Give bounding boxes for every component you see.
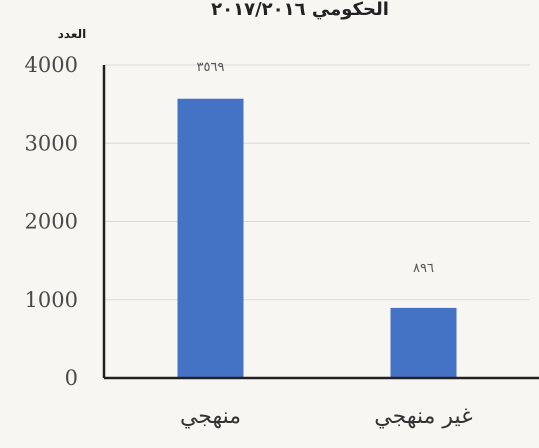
- y-tick-label: 4000: [25, 53, 78, 77]
- y-axis-label: العدد: [58, 27, 86, 41]
- x-axis-categories: منهجي غير منهجي: [180, 404, 473, 429]
- bar: [390, 307, 457, 378]
- axes: [102, 65, 539, 380]
- x-category-label: غير منهجي: [374, 404, 472, 429]
- data-label: ٨٩٦: [413, 261, 434, 276]
- y-tick-label: 1000: [25, 288, 78, 312]
- bars: [177, 98, 457, 378]
- bar: [177, 98, 244, 378]
- y-axis-ticks: 0 1000 2000 3000 4000: [25, 53, 78, 390]
- data-label: ٣٥٦٩: [197, 60, 225, 75]
- y-tick-label: 3000: [25, 131, 78, 155]
- y-tick-label: 2000: [25, 210, 78, 234]
- data-labels: ٣٥٦٩ ٨٩٦: [197, 60, 434, 276]
- y-tick-label: 0: [65, 366, 78, 390]
- chart-title: الحكومي ٢٠١٧/٢٠١٦: [211, 0, 389, 20]
- x-category-label: منهجي: [180, 404, 241, 429]
- gridlines: [104, 64, 530, 301]
